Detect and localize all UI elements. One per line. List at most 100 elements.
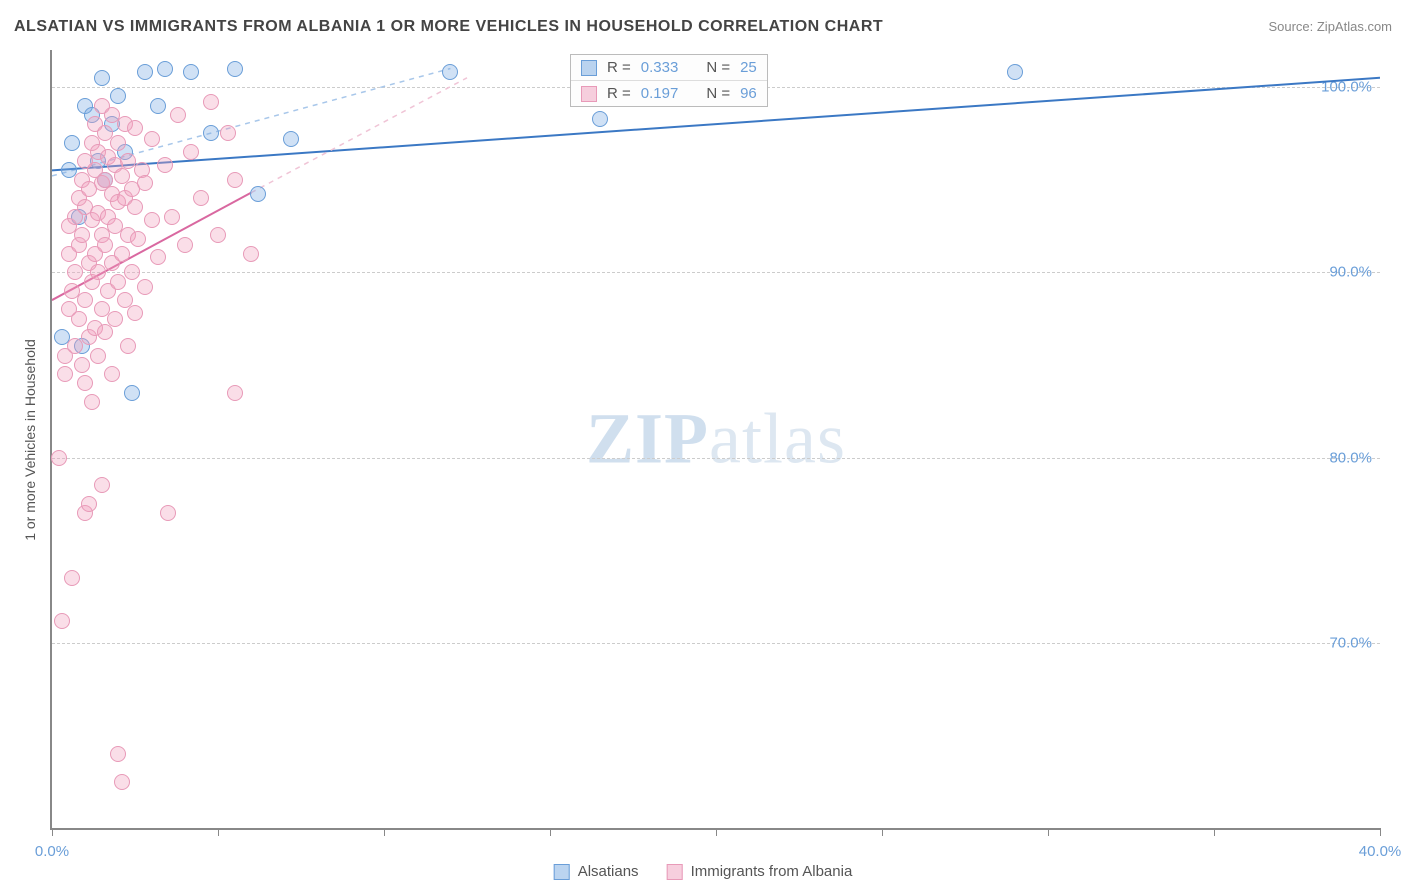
data-point bbox=[97, 172, 113, 188]
legend-item-albania: Immigrants from Albania bbox=[667, 863, 853, 880]
swatch-blue-icon bbox=[581, 60, 597, 76]
x-tick bbox=[882, 828, 883, 836]
data-point bbox=[203, 94, 219, 110]
legend-correlation: R = 0.333 N = 25 R = 0.197 N = 96 bbox=[570, 54, 768, 107]
data-point bbox=[203, 125, 219, 141]
swatch-blue-icon bbox=[554, 864, 570, 880]
legend-row-blue: R = 0.333 N = 25 bbox=[571, 55, 767, 80]
data-point bbox=[124, 264, 140, 280]
data-point bbox=[164, 209, 180, 225]
x-tick bbox=[550, 828, 551, 836]
data-point bbox=[94, 477, 110, 493]
data-point bbox=[243, 246, 259, 262]
data-point bbox=[227, 172, 243, 188]
data-point bbox=[54, 613, 70, 629]
data-point bbox=[97, 237, 113, 253]
r-label: R = bbox=[607, 59, 631, 76]
data-point bbox=[84, 394, 100, 410]
data-point bbox=[177, 237, 193, 253]
data-point bbox=[124, 385, 140, 401]
data-point bbox=[81, 496, 97, 512]
gridline bbox=[52, 458, 1380, 459]
data-point bbox=[74, 357, 90, 373]
data-point bbox=[157, 157, 173, 173]
watermark-atlas: atlas bbox=[709, 399, 846, 479]
plot-area: ZIPatlas 70.0%80.0%90.0%100.0%0.0%40.0% bbox=[50, 50, 1380, 830]
x-tick bbox=[716, 828, 717, 836]
title-bar: ALSATIAN VS IMMIGRANTS FROM ALBANIA 1 OR… bbox=[14, 18, 1392, 36]
data-point bbox=[110, 88, 126, 104]
x-tick-label: 40.0% bbox=[1359, 843, 1402, 860]
swatch-pink-icon bbox=[581, 86, 597, 102]
data-point bbox=[283, 131, 299, 147]
data-point bbox=[183, 64, 199, 80]
legend-item-alsatians: Alsatians bbox=[554, 863, 639, 880]
data-point bbox=[64, 135, 80, 151]
swatch-pink-icon bbox=[667, 864, 683, 880]
data-point bbox=[57, 366, 73, 382]
y-tick-label: 100.0% bbox=[1321, 79, 1372, 96]
x-tick bbox=[1048, 828, 1049, 836]
data-point bbox=[150, 249, 166, 265]
data-point bbox=[127, 120, 143, 136]
data-point bbox=[130, 231, 146, 247]
data-point bbox=[150, 98, 166, 114]
data-point bbox=[127, 199, 143, 215]
x-tick bbox=[52, 828, 53, 836]
x-tick bbox=[384, 828, 385, 836]
data-point bbox=[1007, 64, 1023, 80]
data-point bbox=[77, 292, 93, 308]
r-value-blue: 0.333 bbox=[641, 59, 679, 76]
source-label: Source: ZipAtlas.com bbox=[1268, 19, 1392, 34]
data-point bbox=[74, 227, 90, 243]
data-point bbox=[94, 70, 110, 86]
data-point bbox=[104, 366, 120, 382]
data-point bbox=[114, 774, 130, 790]
legend-label: Immigrants from Albania bbox=[691, 863, 853, 880]
trend-lines bbox=[52, 50, 1380, 828]
data-point bbox=[127, 305, 143, 321]
data-point bbox=[442, 64, 458, 80]
n-value-blue: 25 bbox=[740, 59, 757, 76]
data-point bbox=[592, 111, 608, 127]
chart-title: ALSATIAN VS IMMIGRANTS FROM ALBANIA 1 OR… bbox=[14, 18, 883, 36]
data-point bbox=[220, 125, 236, 141]
data-point bbox=[137, 64, 153, 80]
data-point bbox=[51, 450, 67, 466]
data-point bbox=[227, 385, 243, 401]
data-point bbox=[120, 338, 136, 354]
x-tick bbox=[1214, 828, 1215, 836]
data-point bbox=[90, 348, 106, 364]
legend-row-pink: R = 0.197 N = 96 bbox=[571, 80, 767, 106]
data-point bbox=[110, 135, 126, 151]
data-point bbox=[110, 746, 126, 762]
data-point bbox=[77, 375, 93, 391]
x-tick bbox=[218, 828, 219, 836]
y-tick-label: 90.0% bbox=[1329, 264, 1372, 281]
data-point bbox=[250, 186, 266, 202]
x-tick-label: 0.0% bbox=[35, 843, 69, 860]
data-point bbox=[144, 131, 160, 147]
data-point bbox=[64, 570, 80, 586]
data-point bbox=[107, 311, 123, 327]
data-point bbox=[114, 246, 130, 262]
gridline bbox=[52, 643, 1380, 644]
legend-series: Alsatians Immigrants from Albania bbox=[554, 863, 853, 880]
y-tick-label: 70.0% bbox=[1329, 634, 1372, 651]
n-value-pink: 96 bbox=[740, 85, 757, 102]
n-label: N = bbox=[706, 59, 730, 76]
data-point bbox=[71, 311, 87, 327]
legend-label: Alsatians bbox=[578, 863, 639, 880]
data-point bbox=[97, 324, 113, 340]
data-point bbox=[210, 227, 226, 243]
n-label: N = bbox=[706, 85, 730, 102]
y-tick-label: 80.0% bbox=[1329, 449, 1372, 466]
gridline bbox=[52, 272, 1380, 273]
data-point bbox=[137, 279, 153, 295]
r-label: R = bbox=[607, 85, 631, 102]
x-tick bbox=[1380, 828, 1381, 836]
watermark: ZIPatlas bbox=[586, 398, 846, 481]
data-point bbox=[227, 61, 243, 77]
watermark-zip: ZIP bbox=[586, 399, 709, 479]
data-point bbox=[170, 107, 186, 123]
